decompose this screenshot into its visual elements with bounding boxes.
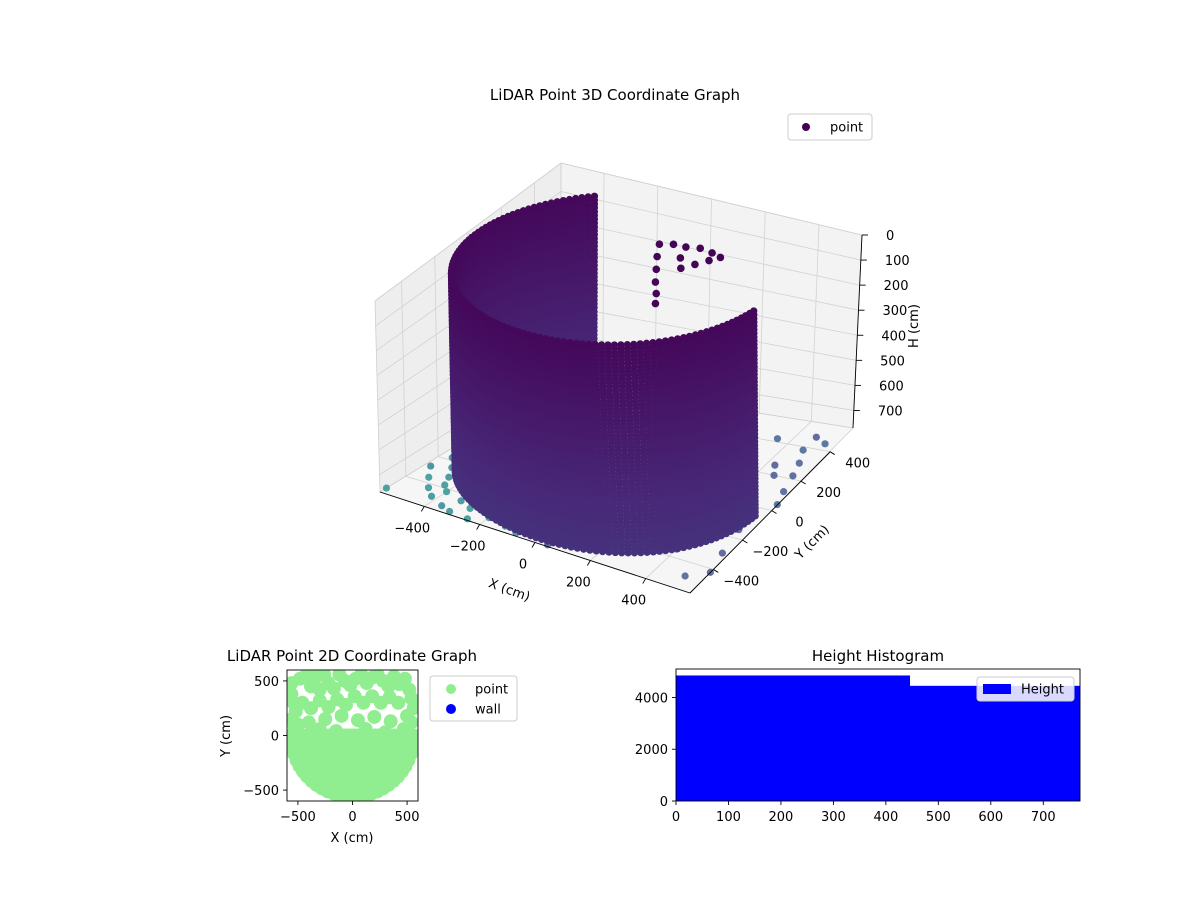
chart-3d-title: LiDAR Point 3D Coordinate Graph: [490, 86, 740, 104]
wall-point: [624, 549, 632, 557]
floor-point: [425, 473, 433, 481]
floor-point: [445, 507, 454, 516]
wall-point: [643, 548, 651, 556]
floor-point: [427, 492, 436, 500]
wall-point: [668, 546, 676, 554]
floor-point: [441, 481, 449, 489]
wall-point: [605, 548, 613, 556]
floor-point: [773, 435, 782, 443]
floor-point: [770, 471, 778, 479]
floor-point: [789, 472, 797, 480]
wall-points: [447, 192, 759, 557]
wall-point: [592, 547, 600, 555]
floor-point: [681, 572, 689, 580]
wall-point: [655, 547, 664, 555]
floor-point: [445, 473, 453, 481]
floor-point: [771, 461, 779, 469]
grid-line-z: [375, 191, 861, 327]
floor-point: [438, 502, 446, 510]
floor-point: [382, 484, 391, 492]
floor-point: [457, 497, 465, 505]
floor-point: [812, 433, 820, 441]
floor-point: [427, 462, 435, 470]
wall-point: [611, 548, 619, 557]
floor-point: [795, 459, 803, 467]
wall-point: [618, 549, 626, 557]
floor-point: [799, 446, 807, 454]
wall-point: [630, 549, 639, 557]
wall-point: [637, 549, 645, 557]
floor-point: [424, 484, 433, 492]
floor-point: [780, 488, 788, 496]
chart-3d: LiDAR Point 3D Coordinate Graph −400−200…: [374, 86, 922, 609]
floor-point: [718, 549, 726, 557]
wall-point: [649, 548, 657, 556]
wall-point: [599, 548, 607, 556]
grid-line-z: [374, 162, 863, 302]
wall-point: [586, 546, 594, 554]
floor-point: [442, 488, 451, 496]
floor-point: [821, 440, 829, 448]
wall-point: [662, 546, 670, 555]
